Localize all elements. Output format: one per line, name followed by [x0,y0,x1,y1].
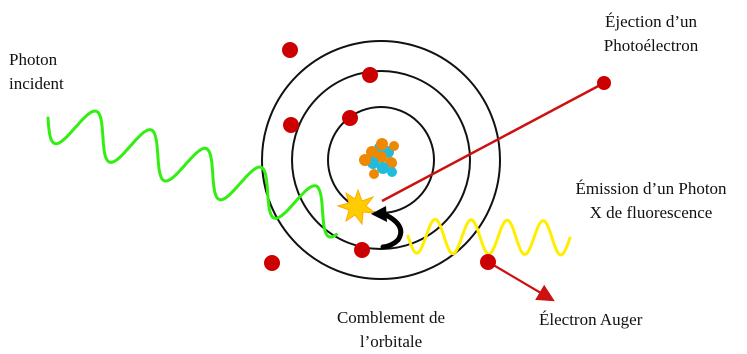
label-photon-incident-line2: incident [9,74,64,93]
transition-arrowhead-icon [371,206,387,222]
label-emission-line2: X de fluorescence [589,203,713,222]
electron-middle-top [362,67,378,83]
label-photon-incident: Photon incident [9,48,64,96]
neutron [377,162,389,174]
impact-flash-icon [336,188,377,226]
proton [376,138,388,150]
label-comblement: Comblement de l’orbitale [316,306,466,354]
photoelectron-track [381,81,605,203]
electron-inner-top [342,110,358,126]
auger-electron-track [489,262,555,302]
electron-outer-top [282,42,298,58]
electron-middle-left [283,117,299,133]
proton [389,141,399,151]
proton [366,146,378,158]
auger-electron [480,254,496,270]
middle-orbit [291,70,471,250]
proton [369,169,379,179]
label-ejection: Éjection d’un Photoélectron [586,10,716,58]
label-auger-text: Électron Auger [539,310,643,329]
nucleus [359,138,399,179]
transition-arrow-icon [379,210,404,250]
incident-photon-wave [46,109,338,239]
label-comblement-line1: Comblement de [336,308,446,327]
electron-outer-bottom-left [264,255,280,271]
proton [359,154,371,166]
label-photon-incident-line1: Photon [9,50,58,69]
label-auger: Électron Auger [539,308,642,332]
label-ejection-line1: Éjection d’un [604,12,698,31]
label-emission: Émission d’un Photon X de fluorescence [556,177,746,225]
electron-middle-bottom [354,242,370,258]
label-comblement-line2: l’orbitale [359,332,423,351]
label-ejection-line2: Photoélectron [603,36,699,55]
neutron [387,167,397,177]
outer-orbit [261,40,501,280]
ejected-photoelectron [597,76,611,90]
label-emission-line1: Émission d’un Photon [575,179,727,198]
fluorescence-photon-wave [406,217,572,257]
